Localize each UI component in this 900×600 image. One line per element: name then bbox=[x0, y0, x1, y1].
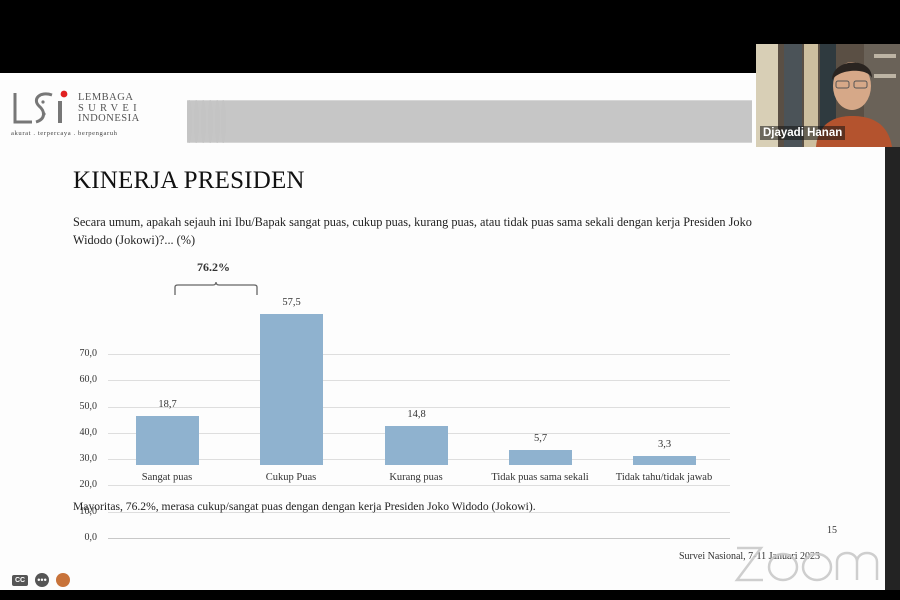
bar-value-label: 5,7 bbox=[533, 433, 548, 444]
y-tick: 10,0 bbox=[79, 505, 98, 517]
x-category-label: Tidak tahu/tidak jawab bbox=[615, 472, 713, 483]
y-tick: 40,0 bbox=[79, 426, 98, 438]
y-tick: 30,0 bbox=[79, 453, 98, 465]
y-tick: 70,0 bbox=[79, 347, 98, 359]
x-category-label: Kurang puas bbox=[389, 472, 443, 483]
survey-source: Survei Nasional, 7-11 Januari 2023 bbox=[679, 551, 820, 562]
zoom-watermark-icon bbox=[734, 546, 879, 582]
participant-name: Djayadi Hanan bbox=[760, 126, 846, 140]
gridline bbox=[108, 538, 730, 539]
brace-annotation-label: 76.2% bbox=[197, 260, 230, 274]
header-stripes bbox=[185, 100, 226, 143]
slide-title: KINERJA PRESIDEN bbox=[73, 167, 305, 194]
x-category-label: Tidak puas sama sekali bbox=[491, 472, 589, 483]
logo-line-1: LEMBAGA bbox=[78, 92, 134, 103]
chart-bar bbox=[385, 426, 448, 465]
reactions-button[interactable] bbox=[56, 573, 70, 587]
logo-tagline: akurat . terpercaya . berpengaruh bbox=[11, 130, 118, 137]
y-tick: 60,0 bbox=[79, 374, 98, 386]
lsi-logo-mark-icon bbox=[13, 90, 68, 124]
bar-value-label: 18,7 bbox=[158, 398, 177, 410]
closed-captions-button[interactable]: CC bbox=[12, 574, 28, 586]
logo-line-2: SURVEI bbox=[78, 102, 141, 114]
header-band bbox=[187, 100, 752, 143]
lsi-logo-text: LEMBAGA SURVEI INDONESIA bbox=[78, 92, 141, 125]
chart-bar bbox=[633, 456, 696, 465]
y-tick: 20,0 bbox=[79, 479, 98, 491]
participant-video[interactable]: Djayadi Hanan bbox=[756, 44, 900, 147]
meeting-bottom-bar bbox=[0, 590, 900, 600]
chart-bar bbox=[136, 415, 199, 465]
x-category-label: Cukup Puas bbox=[265, 472, 317, 483]
more-options-button[interactable]: ••• bbox=[35, 573, 49, 587]
meeting-top-bar bbox=[0, 0, 900, 73]
x-category-label: Sangat puas bbox=[141, 472, 193, 483]
bar-value-label: 57,5 bbox=[282, 296, 301, 308]
gridline bbox=[108, 485, 730, 487]
y-tick: 0,0 bbox=[84, 532, 98, 543]
chart-bar bbox=[509, 450, 572, 465]
gridline bbox=[108, 406, 730, 408]
bar-value-label: 3,3 bbox=[657, 439, 672, 451]
brace-annotation-icon bbox=[174, 281, 258, 295]
gridline bbox=[108, 511, 730, 513]
chart-bar bbox=[260, 313, 323, 465]
lsi-logo: LEMBAGA SURVEI INDONESIA akurat . terper… bbox=[10, 89, 160, 141]
right-edge-strip bbox=[885, 73, 900, 590]
bar-chart: 0,0 10,0 20,0 30,0 40,0 50,0 60,0 70,0 bbox=[60, 263, 740, 543]
summary-note: Mayoritas, 76.2%, merasa cukup/sangat pu… bbox=[73, 500, 536, 513]
meeting-controls: CC ••• bbox=[0, 571, 70, 589]
gridline bbox=[108, 380, 730, 382]
shared-slide: LEMBAGA SURVEI INDONESIA akurat . terper… bbox=[0, 73, 885, 590]
y-tick: 50,0 bbox=[79, 400, 98, 412]
logo-line-3: INDONESIA bbox=[78, 113, 140, 124]
survey-question: Secara umum, apakah sejauh ini Ibu/Bapak… bbox=[73, 215, 752, 247]
bar-value-label: 14,8 bbox=[407, 409, 426, 421]
gridline bbox=[108, 353, 730, 355]
page-number: 15 bbox=[827, 525, 837, 536]
